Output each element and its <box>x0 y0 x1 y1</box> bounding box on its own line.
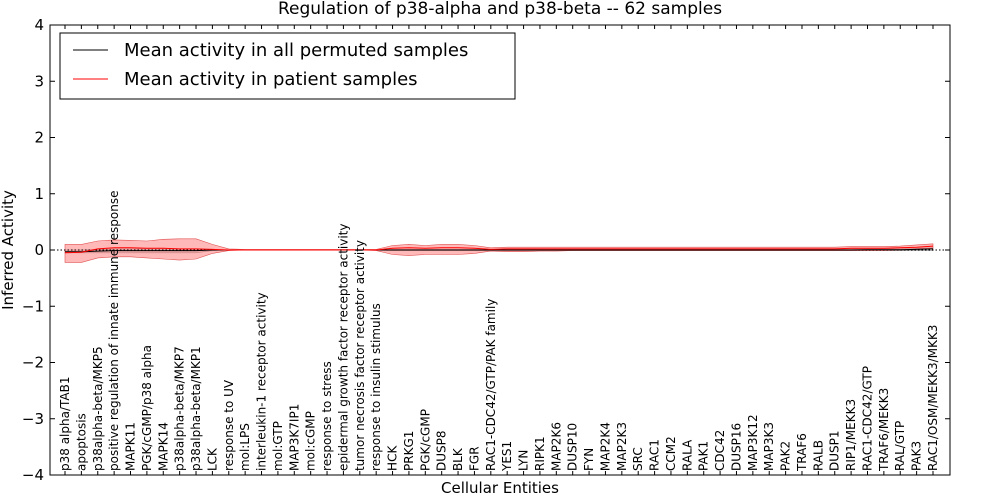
y-tick-label: 1 <box>34 185 44 203</box>
x-category-label: mol:LPS <box>238 423 252 471</box>
x-category-label: FGR <box>467 446 481 471</box>
x-category-label: SRC <box>631 447 645 471</box>
x-category-label: BLK <box>451 447 465 471</box>
x-category-label: LCK <box>205 447 219 471</box>
x-category-label: RAL/GTP <box>893 421 907 471</box>
legend-box <box>59 32 516 100</box>
y-tick-label: 4 <box>34 16 44 34</box>
x-category-label: mol:GTP <box>271 421 285 471</box>
x-category-label: p38alpha-beta/MKP1 <box>189 346 203 471</box>
x-category-label: DUSP8 <box>435 431 449 472</box>
y-tick-label: 0 <box>34 241 44 259</box>
x-category-label: response to UV <box>222 379 236 471</box>
y-axis-label: Inferred Activity <box>0 190 17 310</box>
x-category-label: DUSP10 <box>566 423 580 471</box>
x-category-label: PAK2 <box>779 441 793 471</box>
x-category-label: PRKG1 <box>402 431 416 471</box>
legend: Mean activity in all permuted samples Me… <box>59 32 516 100</box>
y-tick-label: −4 <box>22 466 44 484</box>
plot-border <box>49 24 951 476</box>
x-category-label: response to stress <box>320 361 334 471</box>
x-category-label: MAPK14 <box>156 422 170 471</box>
x-category-label: TRAF6/MEKK3 <box>877 388 891 472</box>
x-category-label: PGK/cGMP <box>418 409 432 471</box>
x-category-label: MAPK11 <box>124 422 138 471</box>
x-category-label: MAP3K12 <box>746 414 760 471</box>
x-category-label: mol:cGMP <box>304 411 318 471</box>
x-category-label: epidermal growth factor receptor activit… <box>336 224 350 471</box>
x-category-label: CCM2 <box>664 436 678 471</box>
x-category-label: DUSP1 <box>828 430 842 471</box>
x-category-label: p38 alpha/TAB1 <box>58 377 72 471</box>
x-category-label: PGK/cGMP/p38 alpha <box>140 345 154 471</box>
chart-title: Regulation of p38-alpha and p38-beta -- … <box>278 0 722 19</box>
x-category-label: MAP3K7IP1 <box>287 404 301 471</box>
x-category-label: HCK <box>386 445 400 471</box>
x-category-label: PAK3 <box>910 441 924 471</box>
y-tick-label: 3 <box>34 72 44 90</box>
x-category-label: RIPK1 <box>533 436 547 471</box>
line-series-1 <box>64 245 934 254</box>
x-category-label: RAC1-CDC42/GTP <box>861 366 875 471</box>
x-axis-label: Cellular Entities <box>441 479 559 497</box>
x-category-label: RAC1 <box>648 439 662 471</box>
y-tick-label: −1 <box>22 297 44 315</box>
x-category-label: FYN <box>582 448 596 471</box>
x-category-label: RALA <box>680 439 694 471</box>
x-category-label: TRAF6 <box>795 433 809 472</box>
x-category-label: tumor necrosis factor receptor activity <box>353 240 367 471</box>
x-category-label: PAK1 <box>697 441 711 471</box>
x-category-label: CDC42 <box>713 430 727 471</box>
legend-label-permuted: Mean activity in all permuted samples <box>124 40 468 61</box>
x-category-label: MAP3K3 <box>762 422 776 471</box>
x-category-label: response to insulin stimulus <box>369 303 383 471</box>
legend-label-patient: Mean activity in patient samples <box>124 69 418 90</box>
x-category-label: MAP2K6 <box>549 422 563 471</box>
x-category-label: RIP1/MEKK3 <box>844 399 858 471</box>
y-tick-label: 2 <box>34 129 44 147</box>
x-category-label: DUSP16 <box>730 423 744 471</box>
line-series-0 <box>65 248 934 253</box>
x-category-label: positive regulation of innate immune res… <box>107 191 121 471</box>
x-category-label: RAC1/OSM/MEKK3/MKK3 <box>926 325 940 471</box>
x-category-label: RALB <box>811 440 825 471</box>
x-category-label: YES1 <box>500 441 514 472</box>
x-category-label: p38alpha-beta/MKP7 <box>173 346 187 471</box>
x-category-label: interleukin-1 receptor activity <box>255 292 269 471</box>
x-category-label: p38alpha-beta/MKP5 <box>91 346 105 471</box>
x-category-label: LYN <box>517 450 531 471</box>
y-tick-label: −2 <box>22 354 44 372</box>
x-category-label: RAC1-CDC42/GTP/PAK family <box>484 299 498 471</box>
x-category-label: apoptosis <box>74 413 88 471</box>
x-category-label: MAP2K4 <box>599 422 613 471</box>
y-tick-label: −3 <box>22 410 44 428</box>
x-category-label: MAP2K3 <box>615 422 629 471</box>
